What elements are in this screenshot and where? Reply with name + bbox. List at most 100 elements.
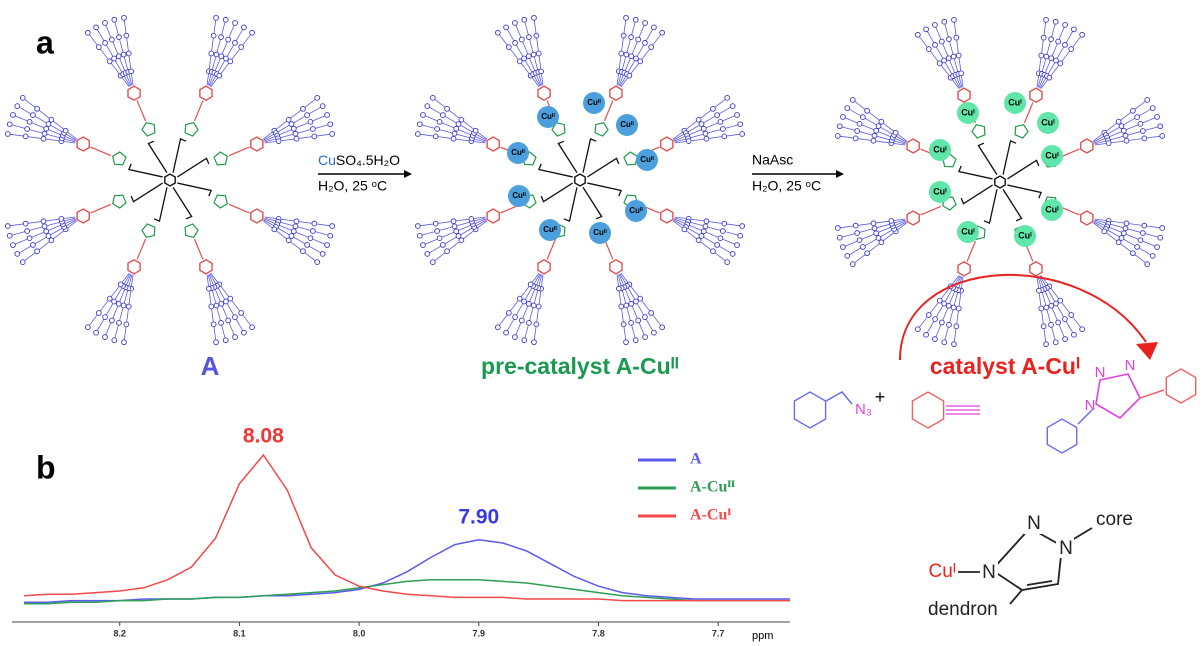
peg-oxygen [531, 14, 537, 21]
peg-oxygen [892, 129, 899, 136]
ring [574, 173, 586, 187]
peg-oxygen [232, 40, 238, 46]
ring [957, 260, 971, 277]
peg-oxygen [213, 302, 220, 309]
peg-oxygen [1120, 127, 1127, 134]
ring [127, 258, 141, 275]
peg-oxygen [623, 14, 629, 21]
peg-oxygen [516, 58, 523, 65]
peg-chain [620, 272, 664, 330]
core-bond [177, 182, 212, 197]
peg-oxygen [1048, 302, 1055, 309]
reagent: NaAsc [752, 152, 793, 168]
peg-oxygen [310, 126, 316, 132]
peg-oxygen [1123, 220, 1130, 227]
peg-chain [262, 96, 320, 140]
linker [193, 238, 204, 260]
peg-oxygen [275, 138, 282, 144]
peg-oxygen [24, 228, 30, 234]
peg-oxygen [249, 324, 255, 331]
cu-ii-label: Cuᴵᴵ [640, 155, 654, 164]
peg-oxygen [724, 259, 731, 265]
core-bond [1007, 184, 1042, 199]
ring [199, 258, 213, 275]
label-bg [1056, 538, 1074, 558]
cu-ii-site [539, 219, 561, 241]
peg-oxygen [521, 298, 527, 305]
core-bond [557, 140, 578, 173]
peg-oxygen [225, 317, 232, 324]
core-label: core [1096, 509, 1133, 530]
peg-oxygen [218, 320, 224, 326]
peak-label: 8.08 [243, 425, 284, 448]
ring [609, 85, 623, 102]
peg-oxygen [93, 24, 99, 31]
peg-oxygen [436, 118, 443, 125]
peg-oxygen [530, 302, 537, 309]
ring [112, 151, 127, 166]
peg-oxygen [938, 319, 945, 326]
peg-oxygen [111, 16, 118, 23]
peg-oxygen [875, 123, 882, 129]
atom-label: N [982, 562, 996, 583]
ring [906, 210, 920, 226]
peg-oxygen [503, 24, 509, 31]
peg-oxygen [856, 237, 863, 244]
peg-oxygen [300, 248, 306, 255]
ring [164, 173, 176, 187]
peg-oxygen [840, 244, 846, 250]
ring [537, 85, 551, 102]
peg-oxygen [864, 250, 870, 257]
peg-oxygen [1149, 105, 1156, 111]
core-bond [587, 182, 622, 197]
peg-oxygen [873, 127, 880, 134]
cu-i-label: Cuᴵ [961, 107, 975, 117]
peg-oxygen [111, 298, 117, 305]
peg-oxygen [737, 121, 744, 128]
x-tick-label: 8.2 [113, 628, 126, 638]
peg-chain [850, 222, 908, 266]
peg-oxygen [218, 34, 224, 40]
peg-oxygen [222, 16, 229, 23]
peg-oxygen [444, 105, 450, 112]
peg-oxygen [95, 44, 102, 50]
peg-oxygen [729, 251, 736, 257]
peg-oxygen [111, 55, 117, 62]
peg-oxygen [329, 223, 336, 229]
linker [920, 205, 942, 216]
peg-oxygen [618, 303, 625, 310]
peg-oxygen [58, 216, 65, 222]
peg-oxygen [1079, 31, 1085, 38]
peg-oxygen [414, 131, 421, 137]
peg-oxygen [1036, 287, 1042, 294]
peg-chain [430, 220, 488, 264]
peg-oxygen [1115, 239, 1122, 246]
label-bg [980, 562, 998, 582]
peg-oxygen [856, 120, 863, 127]
panel-label: b [36, 449, 56, 485]
peg-oxygen [458, 116, 465, 123]
peg-chain [86, 272, 130, 330]
peg-oxygen [62, 127, 69, 134]
peg-oxygen [953, 323, 960, 330]
linker [228, 203, 250, 214]
ring [127, 85, 141, 102]
peg-oxygen [1122, 225, 1129, 232]
peg-oxygen [1137, 120, 1144, 127]
peg-oxygen [936, 60, 943, 67]
atom-label: N [1085, 397, 1096, 414]
peg-oxygen [946, 36, 952, 42]
peg-oxygen [232, 314, 238, 320]
peg-oxygen [102, 40, 108, 46]
core-bond [128, 163, 163, 178]
peg-oxygen [860, 244, 866, 250]
peg-oxygen [455, 233, 462, 239]
peg-chain [850, 98, 908, 142]
peg-oxygen [45, 233, 52, 239]
peg-oxygen [925, 46, 932, 52]
peg-oxygen [834, 133, 841, 139]
peg-oxygen [288, 121, 295, 127]
ring [141, 223, 156, 238]
linker [603, 238, 614, 260]
peg-oxygen [637, 295, 644, 302]
